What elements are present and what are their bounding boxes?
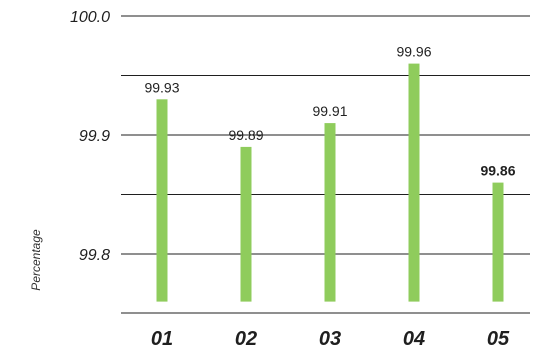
y-tick-label-1: 99.9 bbox=[79, 128, 110, 145]
bar-05 bbox=[492, 182, 504, 302]
x-tick-label-05: 05 bbox=[487, 328, 510, 350]
y-axis-title: Percentage bbox=[29, 229, 43, 291]
y-tick-label-2: 99.8 bbox=[79, 247, 110, 264]
bars bbox=[156, 63, 504, 302]
data-label-02: 99.89 bbox=[228, 127, 263, 143]
x-tick-label-04: 04 bbox=[403, 328, 425, 350]
bar-01 bbox=[156, 99, 168, 302]
x-axis-ticks: 01 02 03 04 05 bbox=[151, 328, 510, 350]
y-axis-ticks: 100.0 99.9 99.8 bbox=[70, 9, 110, 264]
x-tick-label-02: 02 bbox=[235, 328, 257, 350]
data-label-05: 99.86 bbox=[480, 163, 515, 179]
data-labels: 99.93 99.89 99.91 99.96 99.86 bbox=[144, 44, 515, 179]
y-tick-label-0: 100.0 bbox=[70, 9, 110, 26]
bar-02 bbox=[240, 146, 252, 302]
data-label-01: 99.93 bbox=[144, 79, 179, 95]
x-tick-label-03: 03 bbox=[319, 328, 341, 350]
x-tick-label-01: 01 bbox=[151, 328, 173, 350]
bar-04 bbox=[408, 63, 420, 302]
data-label-03: 99.91 bbox=[312, 103, 347, 119]
data-label-04: 99.96 bbox=[396, 44, 431, 60]
bar-03 bbox=[324, 123, 336, 302]
